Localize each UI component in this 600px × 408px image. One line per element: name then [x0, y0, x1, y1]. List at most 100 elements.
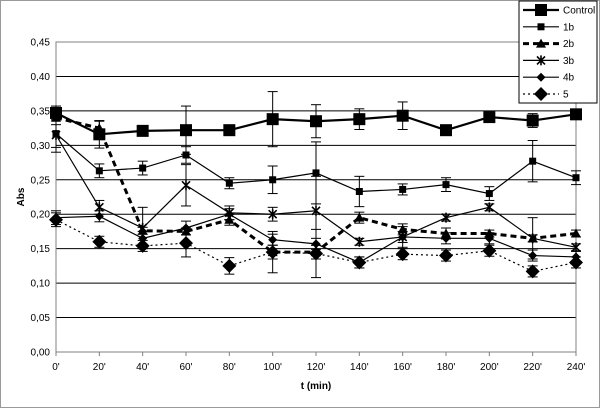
data-point	[439, 248, 453, 263]
x-tick-label: 160'	[393, 362, 412, 373]
x-tick-label: 80'	[223, 362, 236, 373]
data-point	[529, 157, 537, 165]
legend-label: 4b	[563, 73, 575, 84]
data-point	[396, 109, 409, 122]
x-tick-label: 0'	[52, 362, 60, 373]
data-point	[223, 124, 236, 137]
data-point	[179, 236, 193, 251]
data-point	[92, 234, 107, 249]
y-tick-label: 0,45	[31, 38, 51, 49]
legend-marker	[537, 23, 545, 31]
data-point	[526, 114, 539, 127]
y-tick-label: 0,10	[31, 279, 51, 290]
data-point	[266, 113, 279, 126]
data-point	[51, 130, 61, 140]
data-point	[225, 179, 233, 187]
y-tick-label: 0,25	[31, 175, 51, 186]
x-tick-label: 240'	[567, 362, 586, 373]
data-point	[136, 124, 149, 137]
data-point	[570, 108, 582, 121]
data-point	[571, 242, 581, 253]
x-tick-labels: 0' 20' 40' 60' 80' 100' 120' 140' 160' 180' 200' 22…	[52, 352, 585, 373]
data-point	[571, 228, 581, 238]
data-point	[354, 212, 365, 222]
data-point	[484, 233, 494, 243]
x-tick-label: 100'	[263, 362, 282, 373]
y-tick-label: 0,00	[31, 348, 51, 359]
legend-label: 2b	[563, 39, 575, 50]
data-point	[528, 233, 538, 244]
data-point	[310, 115, 322, 128]
y-tick-labels: 0,00 0,05 0,10 0,15 0,20 0,25 0,30 0,35 0,40 0,45	[31, 38, 51, 359]
y-axis-title: Abs	[16, 187, 27, 206]
data-point	[484, 202, 494, 213]
data-point	[181, 180, 191, 191]
x-tick-label: 220'	[523, 362, 542, 373]
x-tick-label: 40'	[136, 362, 149, 373]
legend-label: 5	[563, 90, 569, 101]
data-point	[399, 185, 407, 193]
data-point	[483, 111, 496, 124]
legend-label: 1b	[563, 22, 575, 33]
data-point	[352, 255, 367, 270]
legend: Control 1b 2b 3b 4b 5	[518, 0, 598, 104]
legend-marker	[536, 55, 546, 66]
legend-label: Control	[563, 6, 595, 17]
data-point	[135, 238, 150, 253]
data-point	[268, 209, 278, 220]
legend-box	[518, 0, 598, 104]
legend-marker	[535, 4, 547, 16]
x-tick-label: 140'	[350, 362, 369, 373]
data-point	[222, 258, 237, 273]
x-tick-label: 180'	[437, 362, 456, 373]
series-group	[49, 91, 583, 279]
data-point	[572, 174, 580, 182]
data-point	[355, 187, 363, 195]
data-point	[440, 124, 452, 137]
y-tick-label: 0,40	[31, 72, 51, 83]
legend-marker	[534, 87, 548, 101]
data-point	[525, 264, 540, 279]
x-tick-label: 120'	[307, 362, 326, 373]
data-point	[269, 176, 277, 184]
data-point	[139, 164, 147, 172]
data-point	[441, 233, 451, 243]
data-point	[95, 167, 103, 175]
data-point	[181, 223, 191, 233]
y-tick-label: 0,20	[31, 210, 51, 221]
data-point	[94, 211, 104, 221]
x-tick-label: 20'	[93, 362, 106, 373]
series-5	[49, 212, 583, 279]
data-point	[441, 212, 451, 223]
data-point	[398, 232, 408, 242]
series-control	[50, 91, 582, 155]
y-tick-label: 0,15	[31, 244, 51, 255]
data-point	[312, 169, 320, 177]
data-point	[528, 251, 538, 261]
y-tick-label: 0,30	[31, 141, 51, 152]
x-axis-title: t (min)	[301, 381, 332, 392]
data-point	[49, 212, 63, 227]
y-tick-label: 0,05	[31, 313, 51, 324]
legend-marker	[536, 72, 546, 82]
data-point	[182, 151, 190, 159]
data-point	[354, 236, 364, 247]
data-point	[395, 247, 410, 262]
data-point	[569, 255, 583, 270]
data-point	[353, 113, 366, 126]
legend-marker	[536, 38, 546, 48]
legend-label: 3b	[563, 56, 575, 67]
x-tick-label: 200'	[480, 362, 499, 373]
data-point	[311, 205, 321, 216]
data-point	[485, 190, 493, 198]
data-point	[442, 181, 450, 189]
data-point	[224, 209, 234, 219]
data-point	[180, 124, 192, 137]
data-point	[94, 123, 105, 133]
data-point	[482, 243, 497, 258]
data-point	[309, 246, 323, 261]
x-tick-label: 60'	[179, 362, 192, 373]
y-tick-label: 0,35	[31, 106, 51, 117]
data-point	[265, 245, 280, 260]
